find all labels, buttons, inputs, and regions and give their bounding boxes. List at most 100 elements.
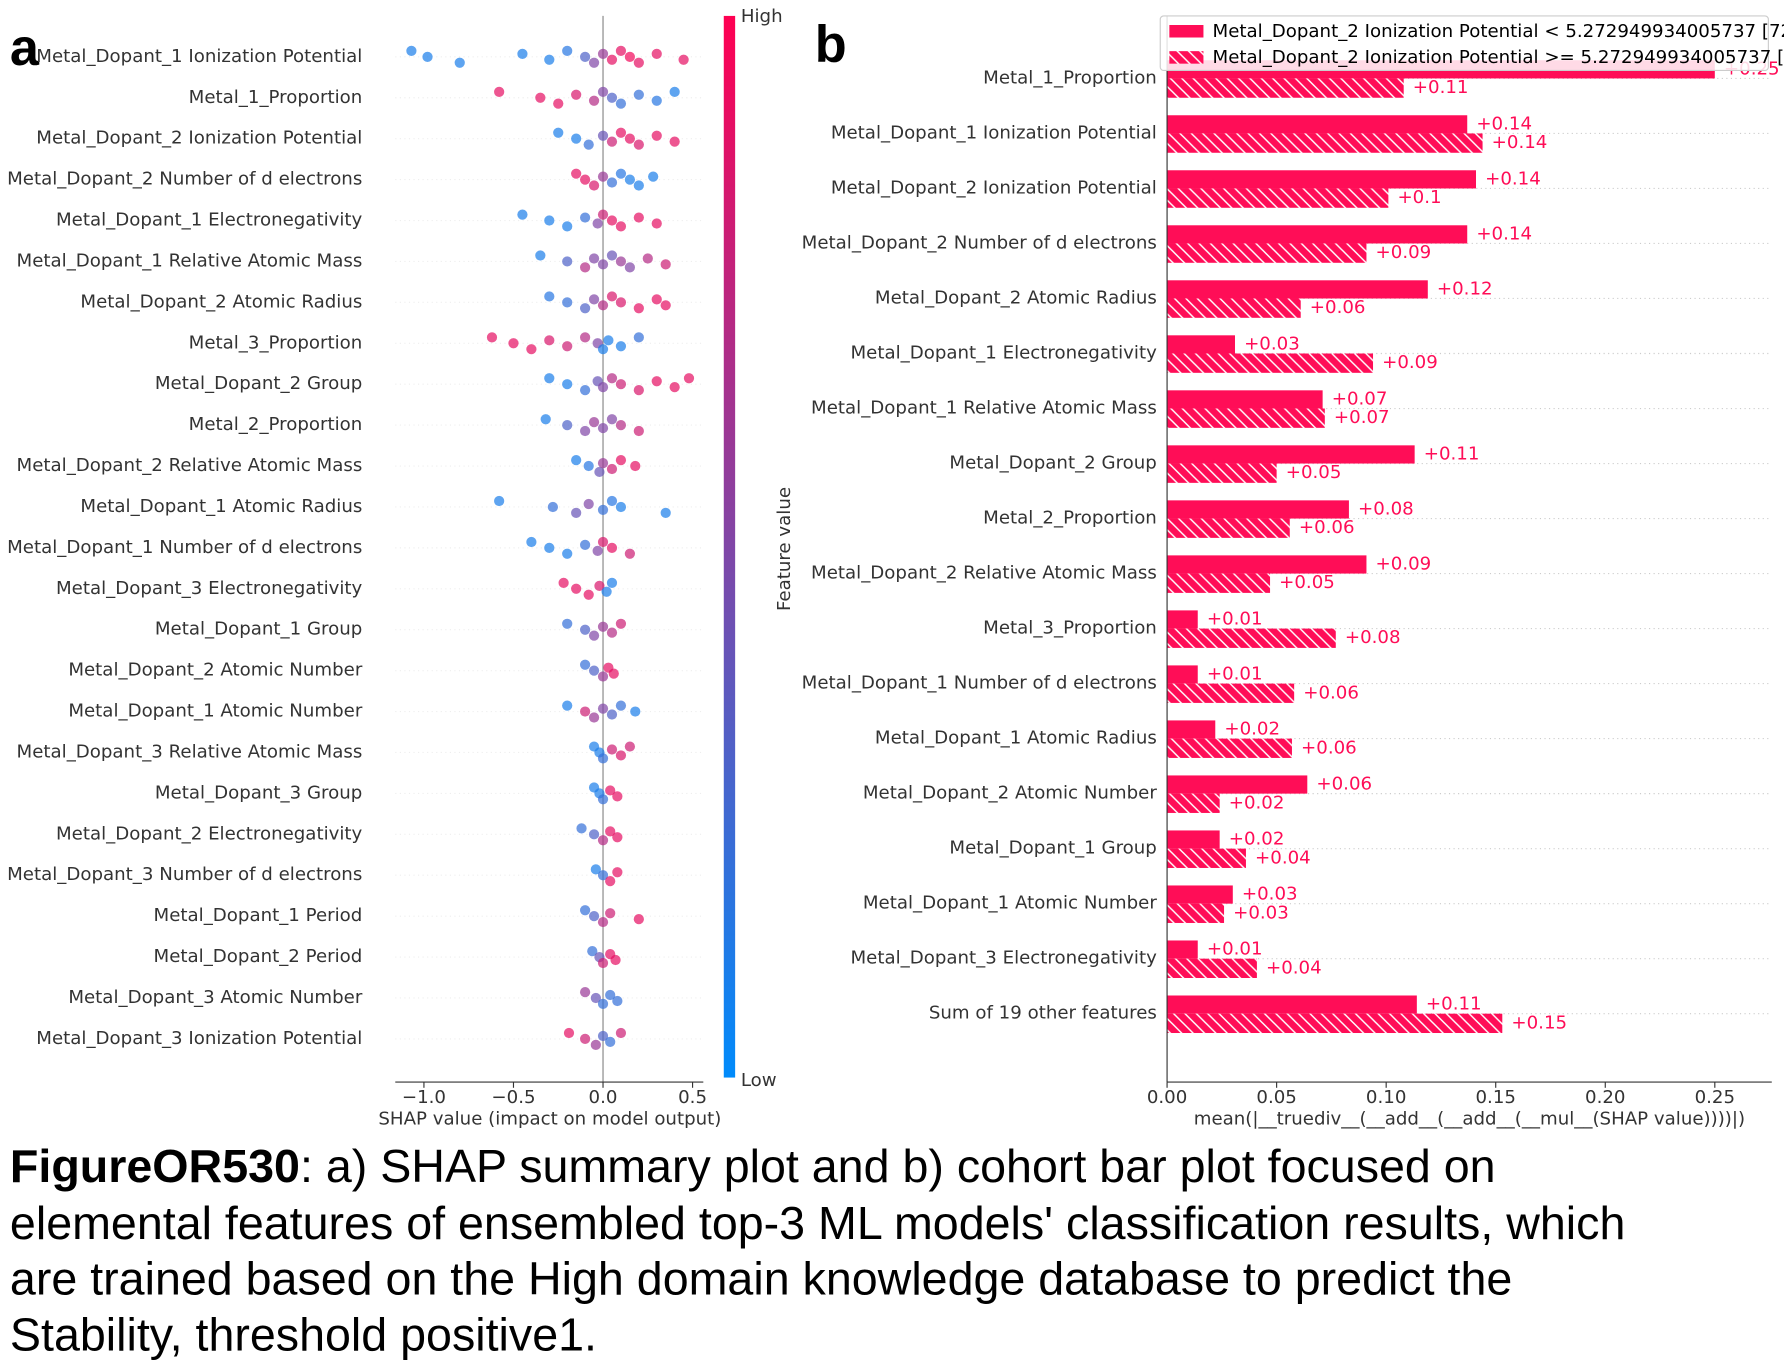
shap-point: [587, 946, 598, 957]
shap-point: [553, 127, 564, 138]
x-tick-label: −1.0: [402, 1087, 446, 1108]
shap-point: [606, 414, 618, 425]
y-tick-label: Metal_Dopant_1 Atomic Number: [68, 701, 362, 722]
bar: [1167, 353, 1374, 373]
shap-point: [651, 130, 662, 141]
shap-point: [583, 460, 594, 472]
shap-point: [583, 498, 594, 510]
shap-point: [422, 51, 433, 62]
shap-point: [624, 133, 636, 144]
value-label: +0.06: [1299, 517, 1355, 538]
shap-point: [603, 335, 614, 346]
shap-point: [597, 671, 609, 682]
shap-point: [606, 577, 618, 588]
shap-point: [588, 417, 600, 428]
bar: [1167, 408, 1325, 428]
shap-point: [615, 45, 627, 57]
shap-point: [597, 48, 609, 59]
shap-point: [606, 495, 618, 507]
value-label: +0.07: [1332, 388, 1388, 409]
y-tick-label: Metal_Dopant_1 Number of d electrons: [7, 537, 362, 558]
value-label: +0.09: [1376, 242, 1432, 263]
shap-point: [579, 1033, 591, 1045]
shap-point: [606, 709, 618, 720]
shap-point: [571, 133, 582, 144]
shap-point: [605, 908, 616, 919]
shap-point: [562, 700, 573, 711]
shap-point: [562, 419, 573, 431]
shap-point: [651, 48, 662, 59]
bar: [1167, 610, 1198, 629]
shap-point: [630, 460, 641, 472]
shap-point: [606, 54, 618, 65]
shap-point: [660, 507, 671, 518]
value-label: +0.06: [1301, 737, 1357, 758]
shap-point: [588, 665, 600, 676]
shap-point: [579, 659, 591, 670]
shap-point: [633, 57, 644, 68]
shap-point: [597, 536, 609, 548]
shap-point: [535, 92, 546, 103]
shap-point: [606, 627, 618, 638]
shap-point: [615, 98, 627, 109]
shap-point: [615, 221, 627, 232]
shap-point: [669, 86, 680, 97]
shap-point: [508, 338, 519, 349]
shap-point: [571, 89, 582, 100]
bar: [1167, 188, 1389, 208]
shap-point: [612, 867, 623, 878]
shap-point: [651, 376, 662, 387]
x-axis-label: mean(|__truediv__(__add__(__add__(__mul_…: [1194, 1109, 1745, 1130]
shap-point: [624, 174, 636, 185]
shap-point: [588, 911, 600, 922]
shap-point: [544, 215, 555, 226]
bar: [1167, 115, 1468, 134]
shap-point: [615, 127, 627, 138]
y-tick-label: Metal_Dopant_3 Relative Atomic Mass: [17, 741, 363, 762]
shap-point: [406, 45, 417, 57]
colorbar-low: Low: [741, 1070, 777, 1091]
value-label: +0.14: [1492, 132, 1548, 153]
shap-point: [588, 95, 600, 106]
value-label: +0.01: [1207, 663, 1263, 684]
shap-point: [601, 586, 612, 597]
shap-point: [517, 209, 528, 220]
shap-point: [562, 221, 573, 232]
shap-point: [608, 668, 619, 679]
value-label: +0.11: [1424, 443, 1480, 464]
shap-point: [579, 539, 591, 551]
y-tick-label: Metal_Dopant_2 Number of d electrons: [7, 169, 362, 190]
shap-point: [605, 989, 616, 1001]
shap-point: [615, 750, 627, 761]
shap-point: [486, 332, 498, 343]
value-label: +0.05: [1279, 572, 1335, 593]
shap-point: [615, 256, 627, 267]
shap-point: [606, 136, 618, 147]
value-label: +0.15: [1511, 1012, 1567, 1033]
shap-point: [558, 577, 569, 588]
value-label: +0.06: [1316, 774, 1372, 795]
shap-point: [678, 54, 689, 65]
y-tick-label: Metal_Dopant_2 Atomic Number: [863, 783, 1157, 804]
shap-point: [553, 98, 564, 109]
shap-point: [615, 618, 627, 629]
value-label: +0.08: [1345, 627, 1401, 648]
shap-point: [562, 379, 573, 390]
value-label: +0.03: [1233, 902, 1289, 923]
value-label: +0.09: [1382, 352, 1438, 373]
y-tick-label: Metal_Dopant_2 Number of d electrons: [802, 232, 1157, 253]
shap-point: [597, 753, 609, 764]
bar: [1167, 885, 1233, 904]
x-tick-label: 0.0: [589, 1087, 618, 1108]
y-tick-label: Metal_Dopant_1 Atomic Radius: [875, 728, 1157, 749]
shap-point: [579, 425, 591, 437]
value-label: +0.08: [1358, 498, 1414, 519]
value-label: +0.14: [1476, 223, 1532, 244]
caption-line: are trained based on the High domain kno…: [10, 1253, 1512, 1305]
y-tick-label: Metal_Dopant_3 Group: [155, 782, 362, 803]
value-label: +0.02: [1224, 719, 1280, 740]
x-tick-label: −0.5: [491, 1087, 535, 1108]
shap-point: [633, 180, 644, 191]
shap-point: [615, 1027, 627, 1039]
shap-point: [588, 712, 600, 723]
